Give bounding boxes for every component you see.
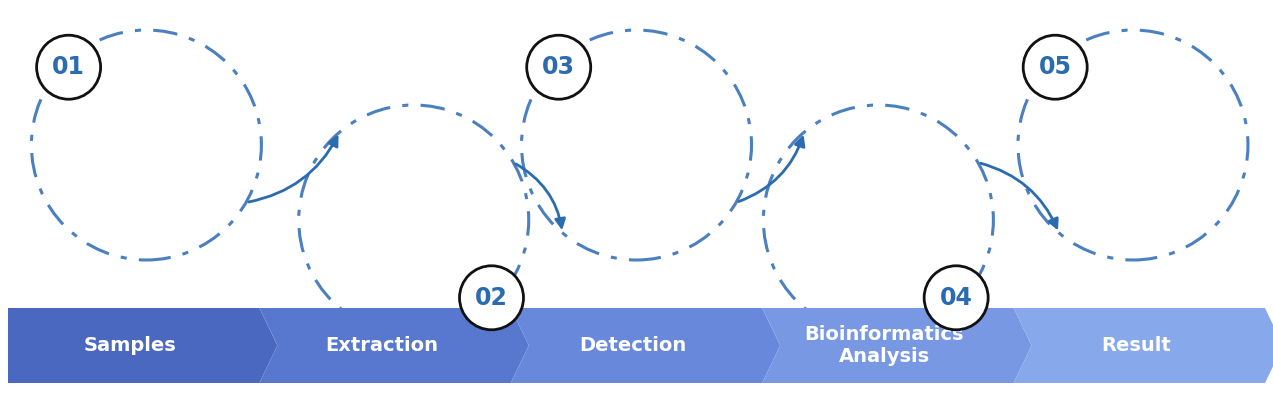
Polygon shape bbox=[1013, 308, 1273, 383]
Polygon shape bbox=[510, 308, 780, 383]
Circle shape bbox=[1023, 35, 1087, 99]
Text: Bioinformatics
Analysis: Bioinformatics Analysis bbox=[805, 325, 964, 366]
Text: Result: Result bbox=[1101, 336, 1171, 355]
Text: Detection: Detection bbox=[579, 336, 686, 355]
Polygon shape bbox=[260, 308, 528, 383]
Text: 04: 04 bbox=[939, 286, 973, 310]
Text: Extraction: Extraction bbox=[325, 336, 438, 355]
Text: 01: 01 bbox=[52, 55, 85, 79]
Circle shape bbox=[460, 266, 523, 330]
Circle shape bbox=[37, 35, 101, 99]
Text: 03: 03 bbox=[542, 55, 575, 79]
Circle shape bbox=[924, 266, 988, 330]
Text: Samples: Samples bbox=[84, 336, 177, 355]
Text: 02: 02 bbox=[475, 286, 508, 310]
Polygon shape bbox=[763, 308, 1031, 383]
Polygon shape bbox=[8, 308, 278, 383]
Text: 05: 05 bbox=[1039, 55, 1072, 79]
Circle shape bbox=[527, 35, 591, 99]
